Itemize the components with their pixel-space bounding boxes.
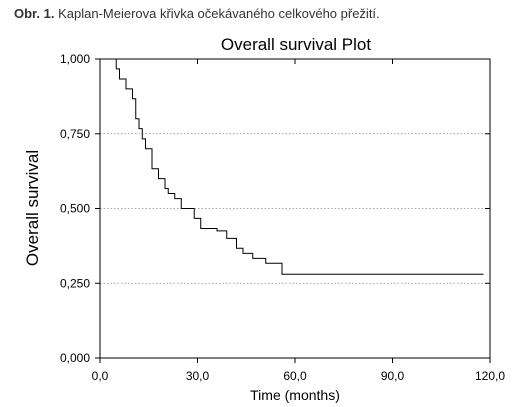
x-axis-label: Time (months) xyxy=(250,387,340,403)
figure-caption: Obr. 1. Kaplan-Meierova křivka očekávané… xyxy=(14,6,380,21)
plot-frame xyxy=(99,58,491,359)
axis-ticks: 0,0 30,0 60,0 90,0 120,0 0,000 0,250 0,500 0,750… xyxy=(60,52,505,383)
x-tick-label: 0,0 xyxy=(92,369,109,383)
y-tick-label: 0,500 xyxy=(60,202,90,216)
y-tick-label: 0,750 xyxy=(60,127,90,141)
y-axis-label: Overall survival xyxy=(23,150,42,266)
x-tick-label: 60,0 xyxy=(283,369,307,383)
chart-title: Overall survival Plot xyxy=(221,35,371,54)
x-tick-label: 120,0 xyxy=(475,369,505,383)
chart-grid xyxy=(100,133,490,284)
survival-step-line xyxy=(100,58,484,275)
figure-caption-label: Obr. 1. xyxy=(14,6,55,21)
y-tick-label: 0,250 xyxy=(60,276,90,290)
y-tick-label: 0,000 xyxy=(60,351,90,365)
y-tick-label: 1,000 xyxy=(60,52,90,66)
figure-caption-text: Kaplan-Meierova křivka očekávaného celko… xyxy=(58,6,380,21)
x-tick-label: 30,0 xyxy=(186,369,210,383)
chart-series xyxy=(100,58,484,275)
x-tick-label: 90,0 xyxy=(381,369,405,383)
